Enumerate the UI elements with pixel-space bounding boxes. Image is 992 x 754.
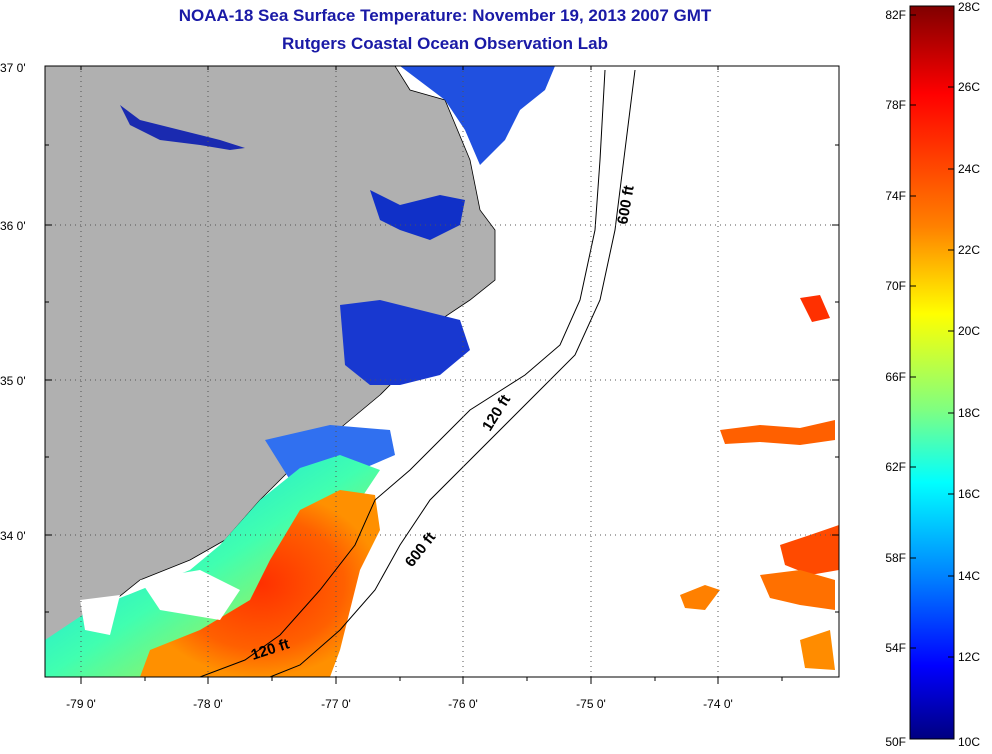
colorbar-f-label: 82F (885, 8, 906, 22)
latitude-label: 35 0' (0, 374, 26, 388)
graticule (45, 66, 839, 677)
colorbar-f-label: 70F (885, 279, 906, 293)
cloud-gap (140, 570, 240, 620)
latitude-label: 36 0' (0, 219, 26, 233)
warm-patch (780, 525, 839, 575)
contour-120ft (199, 69, 606, 677)
warm-patch (800, 295, 830, 322)
colorbar-c-label: 22C (958, 243, 980, 257)
warm-patch (680, 585, 720, 610)
colorbar-c-label: 26C (958, 80, 980, 94)
northern-waters (400, 66, 555, 165)
colorbar-f-label: 62F (885, 460, 906, 474)
colorbar-f-label: 74F (885, 189, 906, 203)
plot-frame (44, 65, 840, 678)
gulf-stream-warm (140, 490, 380, 677)
colorbar-c-label: 28C (958, 0, 980, 14)
cloud-gap (80, 595, 120, 635)
latitude-label: 37 0' (0, 61, 26, 75)
longitude-label: -79 0' (66, 697, 96, 711)
colorbar-c-label: 20C (958, 324, 980, 338)
colorbar-f-label: 78F (885, 98, 906, 112)
colorbar-c-label: 10C (958, 735, 980, 749)
longitude-label: -77 0' (321, 697, 351, 711)
colorbar-c-label: 12C (958, 650, 980, 664)
latitude-label: 34 0' (0, 529, 26, 543)
longitude-label: -74 0' (703, 697, 733, 711)
colorbar-c-label: 16C (958, 487, 980, 501)
colorbar-c-label: 24C (958, 162, 980, 176)
pamlico-sound (340, 300, 470, 385)
colorbar-ticks (910, 14, 954, 658)
colorbar-c-label: 14C (958, 569, 980, 583)
albemarle-sound (370, 190, 465, 240)
colorbar-c-label: 18C (958, 406, 980, 420)
warm-patch (760, 570, 835, 610)
tick-marks (45, 65, 839, 684)
colorbar-f-label: 50F (885, 735, 906, 749)
map-title: NOAA-18 Sea Surface Temperature: Novembe… (178, 6, 712, 25)
map-subtitle: Rutgers Coastal Ocean Observation Lab (282, 34, 608, 53)
shelf-water (45, 455, 380, 677)
warm-patch (800, 630, 835, 670)
longitude-label: -78 0' (193, 697, 223, 711)
inland-lake (120, 105, 245, 150)
colorbar-f-label: 54F (885, 641, 906, 655)
colorbar-f-label: 58F (885, 551, 906, 565)
colorbar (909, 5, 955, 740)
colorbar-f-label: 66F (885, 370, 906, 384)
warm-patch (720, 420, 835, 445)
longitude-label: -75 0' (576, 697, 606, 711)
contour-label-600ft: 600 ft (614, 184, 638, 226)
longitude-label: -76 0' (448, 697, 478, 711)
contour-600ft (269, 69, 636, 677)
